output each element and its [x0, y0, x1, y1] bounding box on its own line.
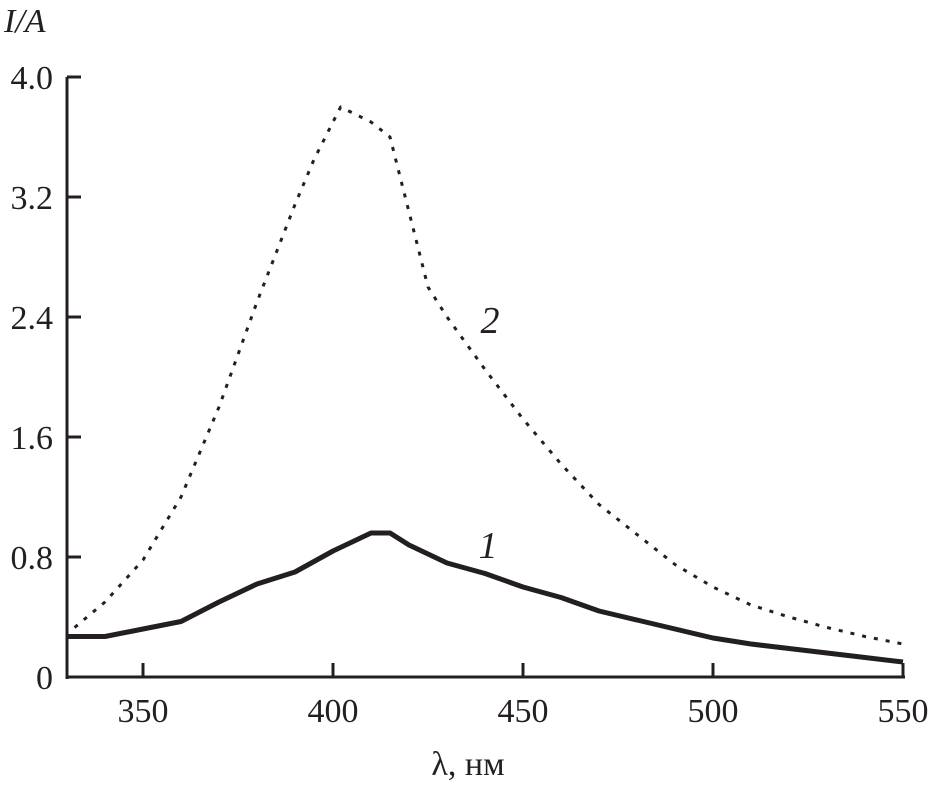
axes	[65, 77, 905, 679]
y-tick-label: 0.8	[11, 540, 54, 577]
x-tick-label: 550	[878, 693, 929, 730]
y-tick-label: 0	[36, 660, 53, 697]
x-tick-label: 450	[498, 693, 549, 730]
series-1-line	[67, 530, 904, 665]
y-tick-label: 3.2	[11, 180, 54, 217]
y-tick-label: 1.6	[11, 420, 54, 457]
x-tick-label: 350	[118, 693, 169, 730]
x-tick-label: 500	[688, 693, 739, 730]
y-tick-label: 2.4	[11, 300, 54, 337]
y-tick-label: 4.0	[11, 60, 54, 97]
x-tick-label: 400	[308, 693, 359, 730]
x-axis-label: λ, нм	[431, 746, 504, 783]
y-axis-label: I/A	[3, 3, 46, 40]
series-label-2: 2	[481, 300, 500, 342]
series-label-1: 1	[479, 525, 498, 567]
